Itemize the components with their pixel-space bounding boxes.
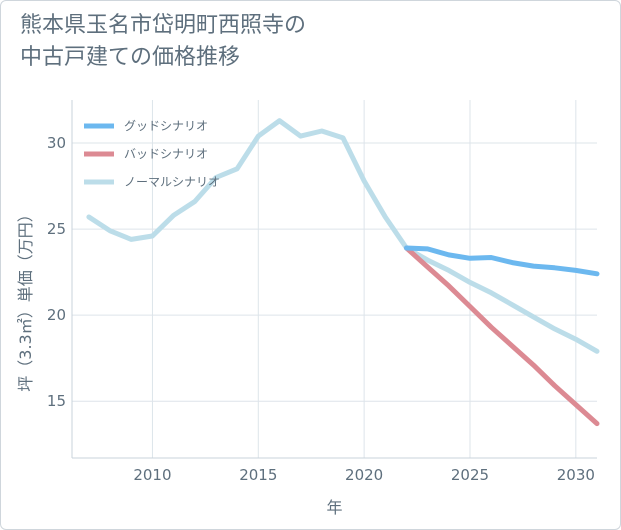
x-tick-label: 2010 [133, 466, 171, 484]
series-line-2 [86, 118, 600, 354]
x-axis-label: 年 [326, 498, 342, 517]
y-axis-label: 坪（3.3㎡）単価（万円） [16, 206, 35, 391]
legend-label: グッドシナリオ [124, 119, 208, 133]
series-line-1 [404, 245, 600, 427]
x-tick-label: 2025 [451, 466, 489, 484]
y-tick-label: 25 [47, 220, 66, 238]
series-lines [86, 118, 600, 427]
chart-title-line-1: 熊本県玉名市岱明町西照寺の [20, 13, 307, 38]
x-tick-label: 2015 [239, 466, 277, 484]
axes [71, 100, 597, 459]
chart-title-line-2: 中古戸建ての価格推移 [20, 45, 241, 70]
y-tick-label: 15 [47, 392, 66, 410]
y-tick-label: 30 [47, 134, 66, 152]
legend-label: バッドシナリオ [124, 147, 208, 161]
series-line-0 [404, 245, 600, 277]
y-tick-label: 20 [47, 306, 66, 324]
x-tick-label: 2020 [345, 466, 383, 484]
x-tick-label: 2030 [557, 466, 595, 484]
chart-title: 熊本県玉名市岱明町西照寺の 中古戸建ての価格推移 [20, 10, 306, 74]
legend-label: ノーマルシナリオ [124, 175, 220, 189]
